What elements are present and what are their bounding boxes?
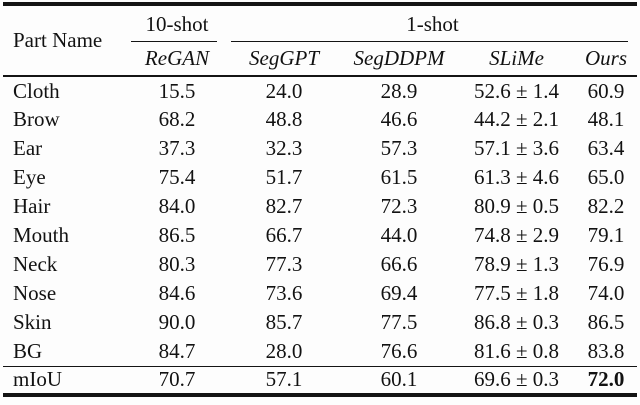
value-cell: 77.5 [380,310,418,334]
value-cell: 60.9 [587,78,625,103]
value-cell: 63.4 [587,136,625,160]
table-footer: mIoU 70.7 57.1 60.1 69.6 ± 0.3 72.0 [3,365,637,395]
table-header: Part Name 10-shot 1-shot ReGAN SegGPT Se… [3,4,637,77]
table-row: Brow 68.2 48.8 46.6 44.2 ± 2.1 48.1 [3,105,637,134]
summary-part-cell: mIoU [3,365,126,395]
value-cell: 84.7 [158,338,196,363]
value-cell: 82.2 [587,194,625,218]
value-cell: 80.3 [158,252,196,276]
column-header-seggpt: SegGPT [228,42,340,77]
part-name-cell: Ear [13,136,43,160]
summary-value-cell: 69.6 ± 0.3 [458,365,575,395]
value-cell: 24.0 [265,78,303,103]
table-row: Mouth 86.5 66.7 44.0 74.8 ± 2.9 79.1 [3,221,637,250]
value-cell: 78.9 ± 1.3 [473,252,560,276]
value-cell: 84.6 [158,281,196,305]
value-cell: 86.5 [587,310,625,334]
header-group-row: Part Name 10-shot 1-shot [3,4,637,77]
part-name-cell: Brow [13,107,60,131]
cmidrule-1shot [231,41,628,42]
value-cell: 57.3 [380,136,418,160]
value-cell: 86.5 [158,223,196,247]
summary-value-cell: 57.1 [228,365,340,395]
part-name-cell: Skin [13,310,52,334]
summary-value-cell: 70.7 [126,365,228,395]
table-row: Cloth 15.5 24.0 28.9 52.6 ± 1.4 60.9 [3,76,637,105]
value-cell: 69.4 [380,281,418,305]
value-cell: 57.1 ± 3.6 [473,136,560,160]
part-name-cell: Neck [13,252,58,276]
value-cell: 72.3 [380,194,418,218]
table-row: Eye 75.4 51.7 61.5 61.3 ± 4.6 65.0 [3,163,637,192]
value-cell: 48.1 [587,107,625,131]
group-label-1shot: 1-shot [406,11,459,36]
part-name-cell: Eye [13,165,46,189]
value-cell: 81.6 ± 0.8 [473,338,560,363]
value-cell: 85.7 [265,310,303,334]
cmidrule-10shot [131,41,217,42]
value-cell: 82.7 [265,194,303,218]
summary-value-cell: 60.1 [340,365,458,395]
value-cell: 84.0 [158,194,196,218]
column-group-1shot: 1-shot [228,4,637,42]
value-cell: 74.0 [587,281,625,305]
part-name-cell: Cloth [13,78,60,103]
table-row: Nose 84.6 73.6 69.4 77.5 ± 1.8 74.0 [3,279,637,308]
value-cell: 32.3 [265,136,303,160]
value-cell: 28.0 [265,338,303,363]
table-row: BG 84.7 28.0 76.6 81.6 ± 0.8 83.8 [3,337,637,366]
value-cell: 28.9 [380,78,418,103]
column-header-slime: SLiMe [458,42,575,77]
value-cell: 74.8 ± 2.9 [473,223,560,247]
part-name-cell: Nose [13,281,57,305]
value-cell: 73.6 [265,281,303,305]
table-row: Skin 90.0 85.7 77.5 86.8 ± 0.3 86.5 [3,308,637,337]
column-header-regan: ReGAN [126,42,228,77]
value-cell: 65.0 [587,165,625,189]
column-header-ours: Ours [575,42,637,77]
group-label-10shot: 10-shot [145,11,209,36]
column-group-10shot: 10-shot [126,4,228,42]
table-row: Hair 84.0 82.7 72.3 80.9 ± 0.5 82.2 [3,192,637,221]
header-method-row: ReGAN SegGPT SegDDPM SLiMe Ours [3,42,637,77]
results-table-container: Part Name 10-shot 1-shot ReGAN SegGPT Se… [3,2,637,397]
table-row: Ear 37.3 32.3 57.3 57.1 ± 3.6 63.4 [3,134,637,163]
value-cell: 61.3 ± 4.6 [473,165,560,189]
value-cell: 75.4 [158,165,196,189]
part-name-cell: BG [13,338,43,363]
value-cell: 48.8 [265,107,303,131]
value-cell: 66.7 [265,223,303,247]
summary-value-cell-ours: 72.0 [575,365,637,395]
value-cell: 76.6 [380,338,418,363]
segmentation-results-table: Part Name 10-shot 1-shot ReGAN SegGPT Se… [3,2,637,397]
summary-row: mIoU 70.7 57.1 60.1 69.6 ± 0.3 72.0 [3,365,637,395]
value-cell: 61.5 [380,165,418,189]
value-cell: 77.3 [265,252,303,276]
column-header-segddpm: SegDDPM [340,42,458,77]
value-cell: 15.5 [158,78,196,103]
value-cell: 51.7 [265,165,303,189]
value-cell: 52.6 ± 1.4 [473,78,560,103]
value-cell: 83.8 [587,338,625,363]
value-cell: 66.6 [380,252,418,276]
value-cell: 80.9 ± 0.5 [473,194,560,218]
value-cell: 86.8 ± 0.3 [473,310,560,334]
value-cell: 37.3 [158,136,196,160]
value-cell: 79.1 [587,223,625,247]
value-cell: 44.0 [380,223,418,247]
value-cell: 68.2 [158,107,196,131]
value-cell: 44.2 ± 2.1 [473,107,560,131]
value-cell: 76.9 [587,252,625,276]
value-cell: 90.0 [158,310,196,334]
part-name-cell: Mouth [13,223,70,247]
column-header-part-name: Part Name [3,4,126,77]
value-cell: 77.5 ± 1.8 [473,281,560,305]
part-name-cell: Hair [13,194,51,218]
table-row: Neck 80.3 77.3 66.6 78.9 ± 1.3 76.9 [3,250,637,279]
table-body: Cloth 15.5 24.0 28.9 52.6 ± 1.4 60.9 Brow 68.2 4… [3,76,637,366]
value-cell: 46.6 [380,107,418,131]
